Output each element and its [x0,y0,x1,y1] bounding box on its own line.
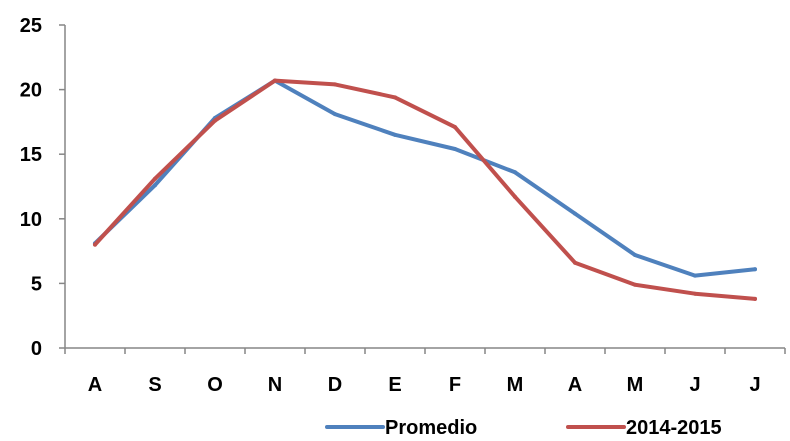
x-tick-label: D [328,374,342,396]
x-tick-label: J [749,374,760,396]
legend-label-1: 2014-2015 [626,417,722,439]
series-line-0 [93,78,757,278]
x-tick-label: M [627,374,644,396]
data-point [753,296,757,301]
data-point [153,176,157,181]
data-point [453,147,457,152]
data-point [753,267,757,272]
y-tick-label: 10 [20,209,42,231]
data-point [693,291,697,296]
data-point [513,194,517,199]
data-point [213,118,217,123]
y-tick-label: 5 [31,273,42,295]
x-tick-label: N [268,374,282,396]
series-line-1 [93,78,757,301]
data-point [573,211,577,216]
y-axis: 0 5 10 15 20 25 [20,15,66,360]
data-point [453,125,457,130]
x-tick-label: A [88,374,102,396]
data-point [393,95,397,100]
data-point [333,82,337,87]
data-point [333,112,337,117]
y-tick-label: 15 [20,144,42,166]
x-tick-label: A [568,374,582,396]
x-tick-label: F [449,374,461,396]
x-tick-label: O [207,374,223,396]
data-point [153,183,157,188]
data-point [93,242,97,247]
data-point [393,132,397,137]
y-tick-label: 25 [20,15,42,37]
data-point [633,282,637,287]
data-point [513,170,517,175]
x-tick-label: J [689,374,700,396]
legend-label-0: Promedio [385,417,477,439]
x-tick-label: M [507,374,524,396]
data-point [273,78,277,83]
data-point [573,260,577,265]
x-tick-label: S [148,374,161,396]
data-point [633,252,637,257]
legend: Promedio 2014-2015 [325,417,722,439]
y-tick-label: 20 [20,80,42,102]
y-tick-label: 0 [31,338,42,360]
series-group [93,78,757,301]
x-tick-label: E [388,374,401,396]
data-point [693,273,697,278]
